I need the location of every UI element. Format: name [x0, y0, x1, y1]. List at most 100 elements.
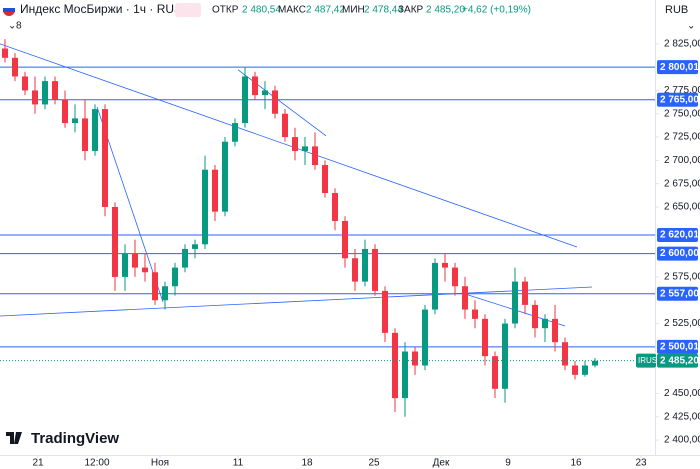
symbol[interactable]: Индекс МосБиржи · 1ч · RUS — [20, 2, 182, 16]
y-tick-label: 2 675,00 — [664, 178, 700, 189]
y-tick-label: 2 725,00 — [664, 132, 700, 143]
candle-body — [242, 76, 248, 124]
candle-body — [582, 365, 588, 375]
y-tick-label: 2 750,00 — [664, 108, 700, 119]
x-tick-label: 21 — [32, 458, 44, 469]
candle-body — [462, 286, 468, 310]
price-label-box — [657, 246, 698, 261]
candle-body — [562, 342, 568, 366]
close-label: ЗАКР — [398, 5, 424, 16]
candle-body — [262, 90, 268, 96]
candle-body — [332, 193, 338, 221]
candle-body — [532, 304, 538, 329]
candle-body — [192, 244, 198, 249]
candle-body — [482, 318, 488, 357]
brand: TradingView — [31, 430, 119, 447]
candle-body — [592, 360, 598, 366]
x-tick-label: 23 — [635, 458, 647, 469]
price-label-box — [657, 60, 698, 75]
candle-body — [402, 351, 408, 399]
candle-body — [552, 318, 558, 343]
candle-body — [162, 286, 168, 301]
candle-body — [132, 253, 138, 268]
price-tag: IRUS — [638, 356, 657, 365]
candle-body — [472, 309, 478, 319]
candle-body — [522, 281, 528, 305]
candle-body — [82, 118, 88, 152]
price-label: 2 600,00 — [660, 248, 699, 259]
price-label-box — [657, 353, 698, 368]
price-label: 2 800,01 — [660, 62, 699, 73]
flag-icon — [3, 4, 15, 8]
x-tick-label: 11 — [233, 458, 244, 469]
logo-icon — [6, 432, 22, 444]
x-tick-label: Дек — [433, 458, 450, 469]
candle-body — [22, 76, 28, 91]
price-label-box — [657, 286, 698, 301]
indicators-toggle[interactable]: ⌄ — [8, 21, 16, 32]
x-tick-label: 16 — [570, 458, 582, 469]
x-tick-label: 18 — [301, 458, 313, 469]
candle-body — [312, 146, 318, 166]
candle-body — [432, 262, 438, 310]
candle-body — [452, 267, 458, 287]
candle-body — [42, 81, 48, 105]
candle-body — [62, 99, 68, 124]
candle-body — [572, 365, 578, 375]
candle-body — [512, 281, 518, 324]
currency-menu[interactable]: ⌄ — [687, 21, 695, 32]
candle-body — [112, 206, 118, 277]
y-tick-label: 2 825,00 — [664, 38, 700, 49]
button[interactable] — [175, 3, 201, 17]
tag-box — [636, 353, 656, 368]
candle-body — [272, 90, 278, 114]
candle-body — [492, 356, 498, 389]
candle-body — [52, 81, 58, 100]
low-label: МИН — [342, 5, 365, 16]
candle-body — [92, 109, 98, 152]
candle-body — [292, 137, 298, 152]
candle-body — [122, 253, 128, 277]
candle-body — [392, 332, 398, 399]
candle-body — [142, 267, 148, 273]
open-label: ОТКР — [212, 5, 239, 16]
candle-body — [102, 109, 108, 207]
low-value: 2 478,44 — [364, 5, 403, 16]
y-tick-label: 2 425,00 — [664, 411, 700, 422]
candle-body — [12, 57, 18, 77]
candle-body — [382, 290, 388, 333]
y-tick-label: 2 400,00 — [664, 435, 700, 446]
candle-body — [302, 146, 308, 152]
currency[interactable]: RUB — [665, 4, 688, 16]
y-tick-label: 2 775,00 — [664, 85, 700, 96]
x-tick-label: 9 — [505, 458, 511, 469]
candle-body — [172, 267, 178, 287]
candle-body — [72, 118, 78, 124]
y-tick-label: 2 450,00 — [664, 388, 700, 399]
candle-body — [202, 169, 208, 245]
trend-line — [0, 43, 578, 248]
trend-line — [0, 286, 593, 317]
candle-body — [362, 248, 368, 282]
candle-body — [412, 351, 418, 366]
candle-body — [152, 272, 158, 301]
candle-body — [442, 262, 448, 268]
price-label: 2 620,01 — [660, 230, 699, 241]
candle-body — [322, 165, 328, 194]
candle-body — [232, 123, 238, 142]
candle-body — [372, 248, 378, 291]
price-label: 2 557,00 — [660, 288, 699, 299]
candle-body — [2, 48, 8, 58]
y-tick-label: 2 575,00 — [664, 272, 700, 283]
candle-body — [282, 113, 288, 138]
indicator-count[interactable]: 8 — [16, 21, 22, 32]
high-value: 2 487,42 — [306, 5, 345, 16]
x-tick-label: 25 — [368, 458, 380, 469]
candle-body — [32, 90, 38, 105]
high-label: МАКС — [278, 5, 306, 16]
y-tick-label: 2 650,00 — [664, 202, 700, 213]
candle-body — [182, 248, 188, 268]
y-tick-label: 2 700,00 — [664, 155, 700, 166]
